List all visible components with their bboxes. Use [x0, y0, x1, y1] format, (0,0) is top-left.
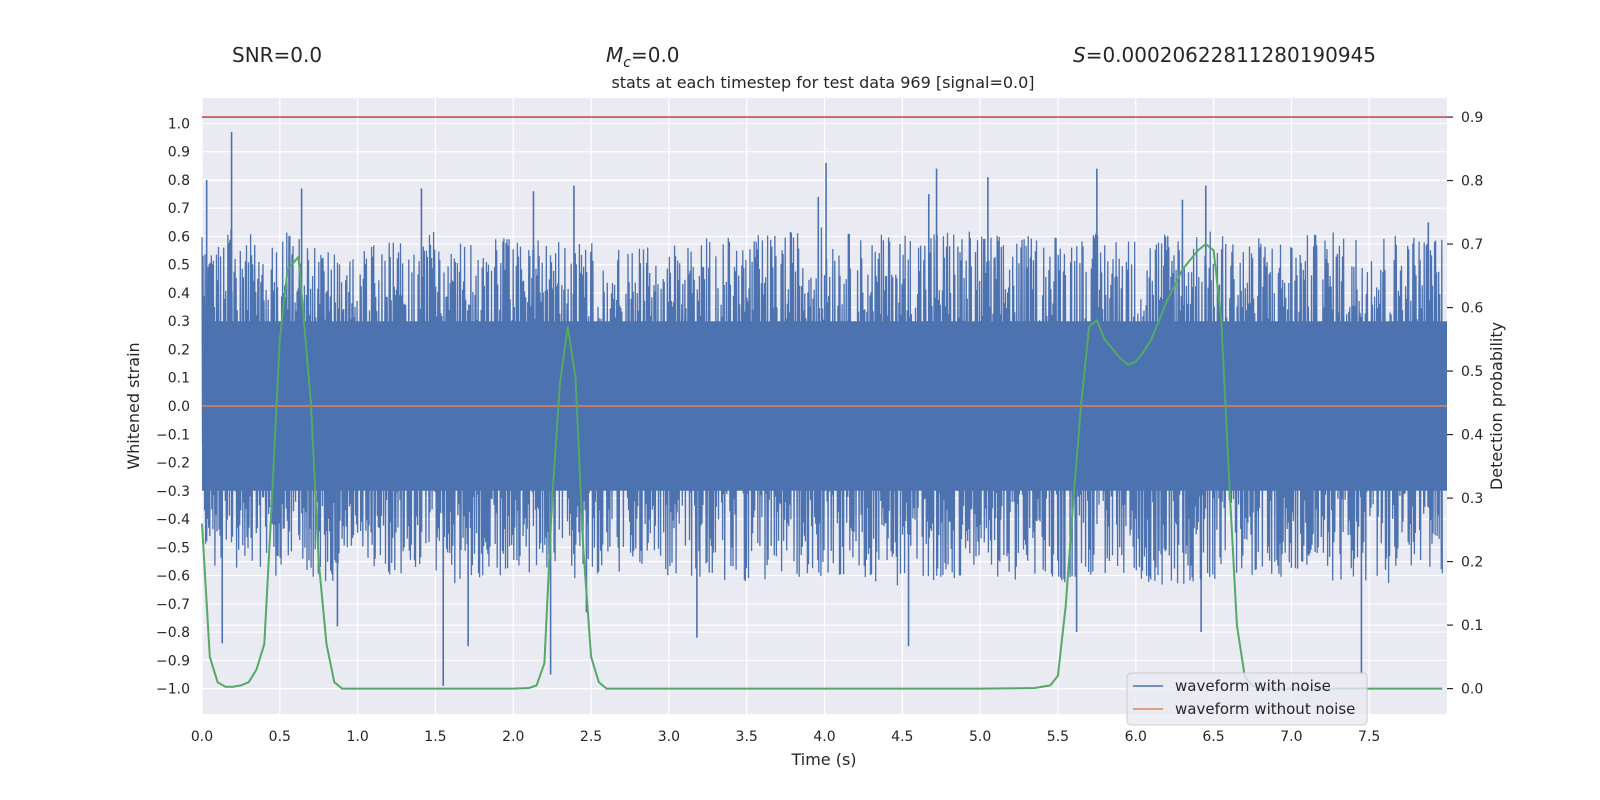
s-stat-value: =0.00020622811280190945: [1086, 43, 1376, 67]
y-tick-label: 0.9: [168, 145, 190, 161]
snr-label: SNR=0.0: [232, 43, 322, 67]
chirp-mass-label: Mc=0.0: [606, 43, 680, 71]
y2-tick-label: 0.6: [1461, 301, 1483, 317]
y-tick-label: 0.5: [168, 258, 190, 274]
y-tick-label: 0.0: [168, 399, 190, 415]
y2-axis-ticks: 0.9 0.8 0.7 0.6 0.5 0.4 0.3 0.2 0.1 0.0: [1447, 110, 1483, 698]
y-tick-label: −0.7: [156, 597, 190, 613]
legend: waveform with noise waveform without noi…: [1126, 672, 1368, 726]
chirp-mass-symbol: M: [606, 43, 623, 67]
x-tick-label: 6.5: [1202, 729, 1224, 745]
x-tick-label: 1.5: [424, 729, 446, 745]
y-tick-label: −0.6: [156, 569, 190, 585]
y-tick-label: 0.2: [168, 342, 190, 358]
y2-axis-label: Detection probability: [1487, 322, 1506, 490]
x-tick-label: 2.0: [502, 729, 524, 745]
x-tick-label: 4.5: [891, 729, 913, 745]
y2-tick-label: 0.0: [1461, 682, 1483, 698]
y2-tick-label: 0.4: [1461, 428, 1483, 444]
chart-title: stats at each timestep for test data 969…: [611, 73, 1034, 92]
x-axis-ticks: 0.0 0.5 1.0 1.5 2.0 2.5 3.0 3.5 4.0 4.5 5.0 5.5 6.0 6…: [191, 729, 1380, 745]
y2-tick-label: 0.9: [1461, 110, 1483, 126]
y-tick-label: −0.3: [156, 484, 190, 500]
x-tick-label: 6.0: [1125, 729, 1147, 745]
chirp-mass-value: =0.0: [631, 43, 680, 67]
x-tick-label: 1.0: [346, 729, 368, 745]
y-tick-label: 0.4: [168, 286, 190, 302]
detection-probability-series: [201, 242, 1443, 690]
y2-tick-label: 0.7: [1461, 237, 1483, 253]
x-tick-label: 4.0: [813, 729, 835, 745]
y2-tick-label: 0.3: [1461, 491, 1483, 507]
y-axis-label: Whitened strain: [124, 342, 143, 469]
y-tick-label: 0.1: [168, 371, 190, 387]
y2-tick-label: 0.1: [1461, 618, 1483, 634]
y-tick-label: −0.1: [156, 427, 190, 443]
y-tick-label: −0.2: [156, 456, 190, 472]
x-tick-label: 0.5: [269, 729, 291, 745]
x-tick-label: 7.0: [1280, 729, 1302, 745]
x-axis-label: Time (s): [790, 750, 856, 769]
x-tick-label: 0.0: [191, 729, 213, 745]
y-tick-label: 1.0: [168, 116, 190, 132]
x-tick-label: 2.5: [580, 729, 602, 745]
legend-box: [1126, 672, 1368, 726]
s-stat-symbol: S: [1073, 43, 1086, 67]
y2-tick-label: 0.2: [1461, 555, 1483, 571]
y-tick-label: 0.6: [168, 229, 190, 245]
x-tick-label: 5.0: [969, 729, 991, 745]
x-tick-label: 7.5: [1358, 729, 1380, 745]
x-tick-label: 3.5: [736, 729, 758, 745]
x-tick-label: 3.0: [658, 729, 680, 745]
y-tick-label: −0.8: [156, 625, 190, 641]
chirp-mass-subscript: c: [623, 55, 631, 71]
legend-label-noise: waveform with noise: [1175, 677, 1331, 695]
s-stat-label: S=0.00020622811280190945: [1073, 43, 1376, 67]
legend-label-clean: waveform without noise: [1175, 700, 1355, 718]
y-tick-label: −0.9: [156, 653, 190, 669]
y-tick-label: −0.5: [156, 540, 190, 556]
y-tick-label: 0.3: [168, 314, 190, 330]
y-tick-label: 0.7: [168, 201, 190, 217]
detection-probability-line: [201, 242, 1443, 690]
x-tick-label: 5.5: [1047, 729, 1069, 745]
y-tick-label: 0.8: [168, 173, 190, 189]
y-axis-ticks: 1.0 0.9 0.8 0.7 0.6 0.5 0.4 0.3 0.2 0.1 0.0 −0.1 −0.…: [156, 116, 190, 697]
y2-tick-label: 0.8: [1461, 174, 1483, 190]
y2-tick-label: 0.5: [1461, 364, 1483, 380]
y-tick-label: −0.4: [156, 512, 190, 528]
y-tick-label: −1.0: [156, 682, 190, 698]
